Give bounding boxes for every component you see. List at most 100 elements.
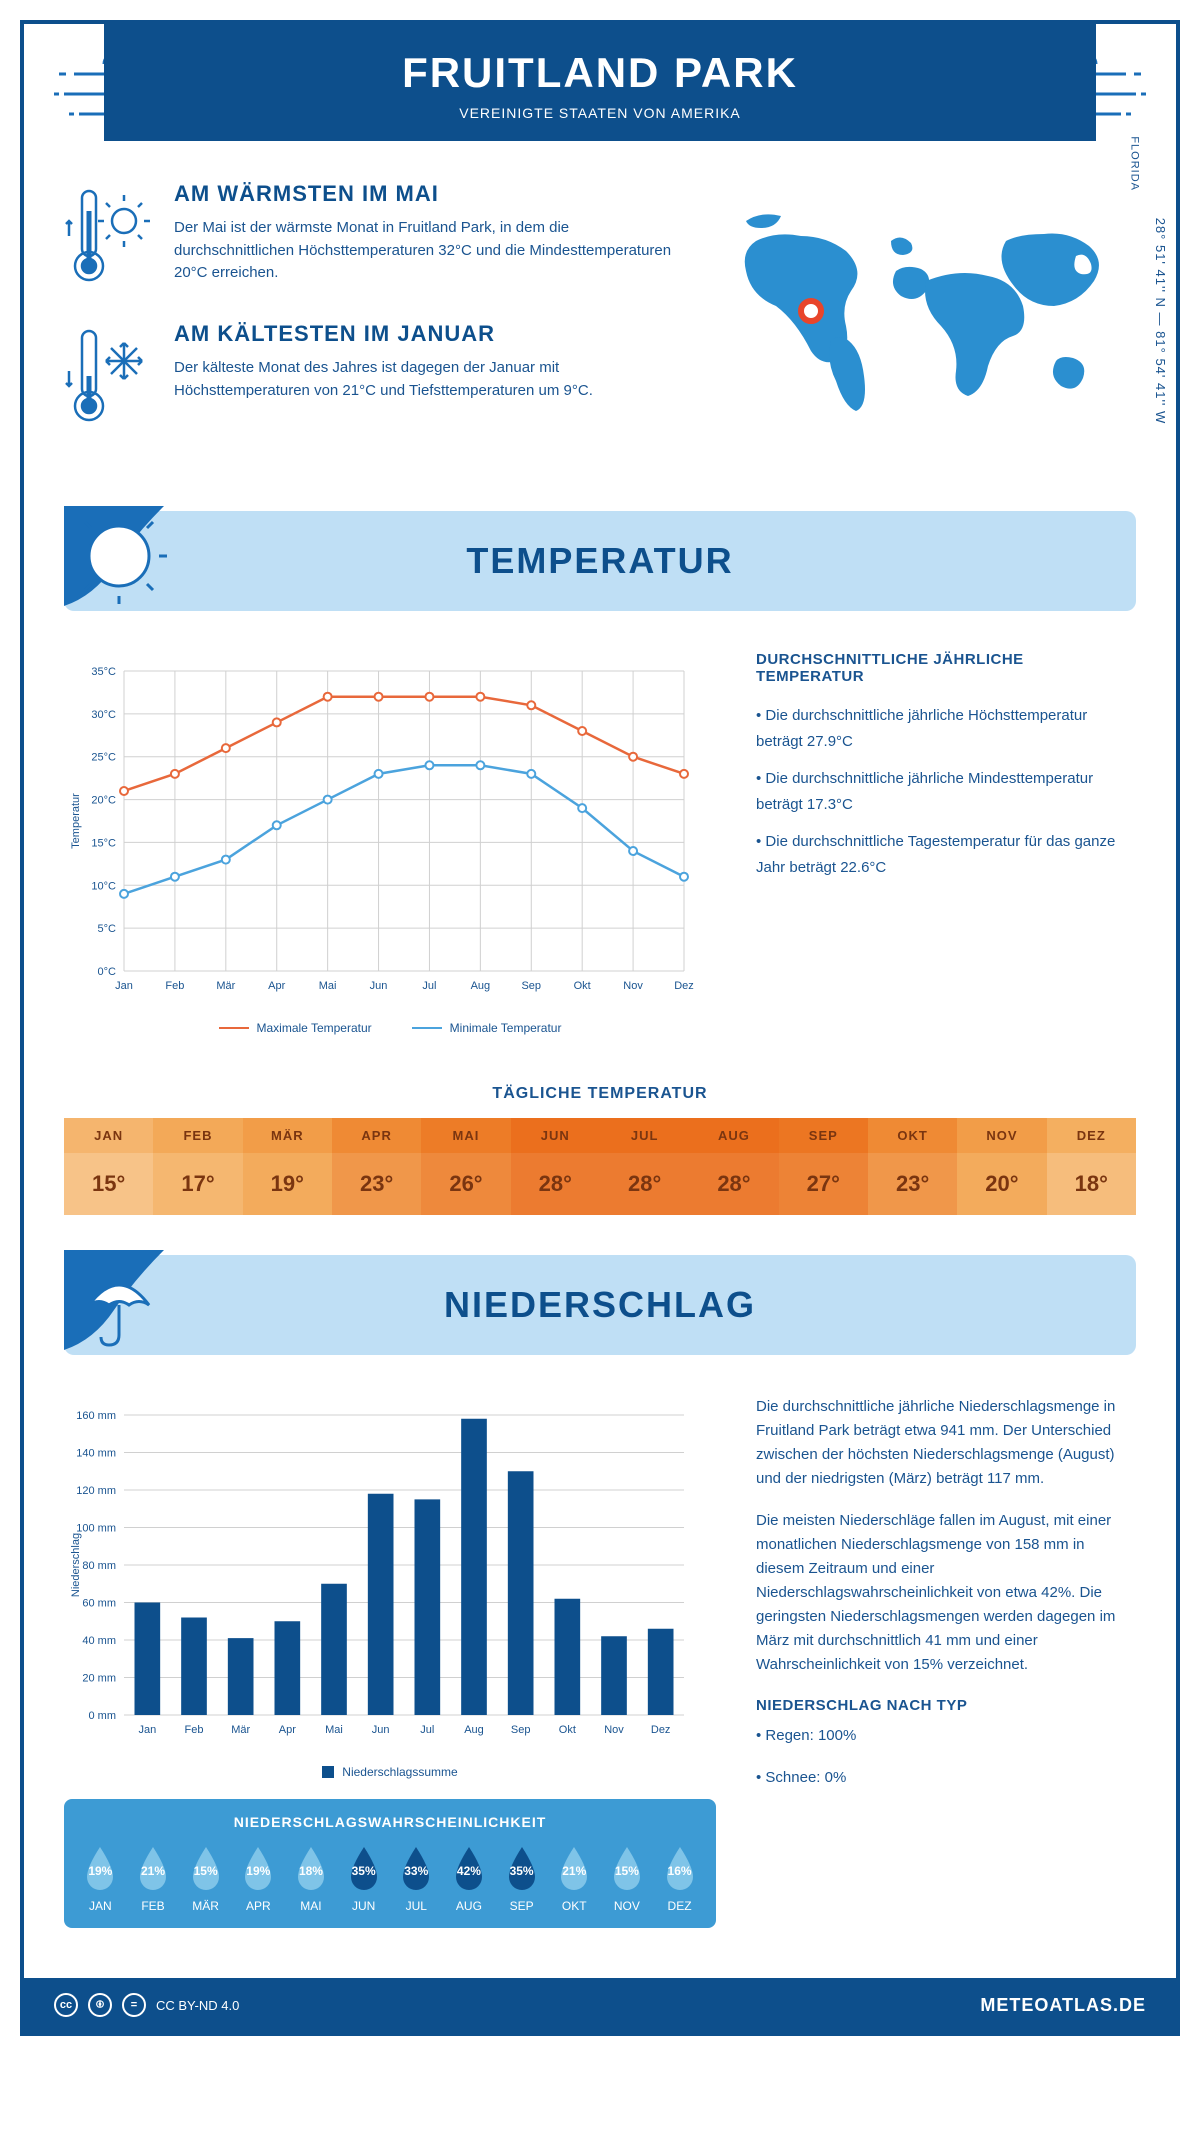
svg-text:30°C: 30°C — [91, 709, 116, 721]
svg-text:60 mm: 60 mm — [82, 1598, 116, 1610]
temp-cell: FEB 17° — [153, 1118, 242, 1215]
temp-cell: SEP 27° — [779, 1118, 868, 1215]
prob-drop: 18%MAI — [292, 1845, 330, 1913]
temp-cell: DEZ 18° — [1047, 1118, 1136, 1215]
coldest-block: AM KÄLTESTEN IM JANUAR Der kälteste Mona… — [64, 321, 686, 431]
prob-drop: 33%JUL — [397, 1845, 435, 1913]
temp-cell: AUG 28° — [689, 1118, 778, 1215]
precipitation-banner: NIEDERSCHLAG — [64, 1255, 1136, 1355]
warmest-block: AM WÄRMSTEN IM MAI Der Mai ist der wärms… — [64, 181, 686, 291]
prob-drop: 15%NOV — [608, 1845, 646, 1913]
svg-text:40 mm: 40 mm — [82, 1635, 116, 1647]
svg-text:Aug: Aug — [471, 980, 491, 992]
coldest-text: Der kälteste Monat des Jahres ist dagege… — [174, 357, 686, 402]
svg-text:5°C: 5°C — [98, 923, 117, 935]
site-name: METEOATLAS.DE — [980, 1995, 1146, 2016]
svg-text:20 mm: 20 mm — [82, 1673, 116, 1685]
prob-drop: 42%AUG — [450, 1845, 488, 1913]
thermometer-hot-icon — [64, 181, 154, 291]
cc-icon: cc — [54, 1993, 78, 2017]
svg-text:Temperatur: Temperatur — [70, 793, 82, 849]
svg-text:Jul: Jul — [422, 980, 436, 992]
svg-text:15°C: 15°C — [91, 837, 116, 849]
svg-text:25°C: 25°C — [91, 752, 116, 764]
svg-text:Mai: Mai — [319, 980, 337, 992]
section-title-temp: TEMPERATUR — [466, 540, 733, 582]
daily-temp-table: JAN 15° FEB 17° MÄR 19° APR 23° MAI 26° … — [64, 1118, 1136, 1215]
temperature-line-chart: 0°C5°C10°C15°C20°C25°C30°C35°CJanFebMärA… — [64, 651, 716, 1035]
world-map: FLORIDA 28° 51' 41'' N — 81° 54' 41'' W — [716, 181, 1136, 461]
svg-text:Sep: Sep — [511, 1724, 531, 1736]
svg-text:Okt: Okt — [559, 1724, 576, 1736]
temp-cell: JUN 28° — [511, 1118, 600, 1215]
prob-drop: 16%DEZ — [661, 1845, 699, 1913]
prob-drop: 21%OKT — [555, 1845, 593, 1913]
prob-drop: 19%JAN — [81, 1845, 119, 1913]
svg-text:Niederschlag: Niederschlag — [70, 1533, 82, 1597]
temp-cell: MÄR 19° — [243, 1118, 332, 1215]
thermometer-cold-icon — [64, 321, 154, 431]
temp-cell: MAI 26° — [421, 1118, 510, 1215]
svg-text:Feb: Feb — [185, 1724, 204, 1736]
prob-drop: 15%MÄR — [187, 1845, 225, 1913]
probability-title: NIEDERSCHLAGSWAHRSCHEINLICHKEIT — [74, 1814, 706, 1830]
svg-text:Mär: Mär — [216, 980, 235, 992]
section-title-precip: NIEDERSCHLAG — [444, 1284, 756, 1326]
svg-text:Aug: Aug — [464, 1724, 484, 1736]
svg-text:80 mm: 80 mm — [82, 1560, 116, 1572]
svg-text:Jun: Jun — [370, 980, 388, 992]
region-label: FLORIDA — [1129, 136, 1141, 191]
svg-text:Mär: Mär — [231, 1724, 250, 1736]
svg-text:Nov: Nov — [623, 980, 643, 992]
svg-text:Apr: Apr — [279, 1724, 296, 1736]
prob-drop: 19%APR — [239, 1845, 277, 1913]
overview-section: AM WÄRMSTEN IM MAI Der Mai ist der wärms… — [24, 141, 1176, 491]
svg-text:160 mm: 160 mm — [76, 1410, 116, 1422]
svg-text:Dez: Dez — [651, 1724, 671, 1736]
infographic-frame: FRUITLAND PARK VEREINIGTE STAATEN VON AM… — [20, 20, 1180, 2036]
svg-text:Mai: Mai — [325, 1724, 343, 1736]
svg-text:Jan: Jan — [115, 980, 133, 992]
temp-cell: OKT 23° — [868, 1118, 957, 1215]
location-title: FRUITLAND PARK — [104, 49, 1096, 97]
precipitation-bar-chart: 0 mm 20 mm 40 mm 60 mm 80 mm 100 mm 120 mm 140 … — [64, 1395, 716, 1779]
svg-text:140 mm: 140 mm — [76, 1448, 116, 1460]
header-banner: FRUITLAND PARK VEREINIGTE STAATEN VON AM… — [104, 24, 1096, 141]
svg-text:Jan: Jan — [138, 1724, 156, 1736]
precipitation-summary: Die durchschnittliche jährliche Niedersc… — [756, 1395, 1136, 1928]
license-text: CC BY-ND 4.0 — [156, 1998, 239, 2013]
prob-drop: 21%FEB — [134, 1845, 172, 1913]
svg-text:Feb: Feb — [165, 980, 184, 992]
temperature-banner: TEMPERATUR — [64, 511, 1136, 611]
svg-text:35°C: 35°C — [91, 666, 116, 678]
country-subtitle: VEREINIGTE STAATEN VON AMERIKA — [104, 105, 1096, 121]
precip-type-heading: NIEDERSCHLAG NACH TYP — [756, 1697, 1136, 1714]
svg-text:Jul: Jul — [420, 1724, 434, 1736]
svg-text:Okt: Okt — [574, 980, 591, 992]
svg-text:0 mm: 0 mm — [89, 1710, 117, 1722]
daily-temp-title: TÄGLICHE TEMPERATUR — [24, 1085, 1176, 1103]
nd-icon: = — [122, 1993, 146, 2017]
sun-icon — [64, 506, 194, 621]
umbrella-icon — [64, 1250, 194, 1365]
svg-text:120 mm: 120 mm — [76, 1485, 116, 1497]
temperature-summary: DURCHSCHNITTLICHE JÄHRLICHE TEMPERATUR •… — [756, 651, 1136, 1035]
temp-cell: JAN 15° — [64, 1118, 153, 1215]
svg-text:Nov: Nov — [604, 1724, 624, 1736]
svg-text:20°C: 20°C — [91, 795, 116, 807]
by-icon: 🅯 — [88, 1993, 112, 2017]
prob-drop: 35%JUN — [345, 1845, 383, 1913]
coordinates: 28° 51' 41'' N — 81° 54' 41'' W — [1154, 218, 1169, 425]
svg-text:Dez: Dez — [674, 980, 694, 992]
footer: cc 🅯 = CC BY-ND 4.0 METEOATLAS.DE — [24, 1978, 1176, 2032]
warmest-title: AM WÄRMSTEN IM MAI — [174, 181, 686, 207]
svg-text:Jun: Jun — [372, 1724, 390, 1736]
temp-cell: APR 23° — [332, 1118, 421, 1215]
prob-drop: 35%SEP — [503, 1845, 541, 1913]
temp-cell: JUL 28° — [600, 1118, 689, 1215]
probability-box: NIEDERSCHLAGSWAHRSCHEINLICHKEIT 19%JAN 2… — [64, 1799, 716, 1928]
svg-text:10°C: 10°C — [91, 880, 116, 892]
temp-summary-heading: DURCHSCHNITTLICHE JÄHRLICHE TEMPERATUR — [756, 651, 1136, 685]
legend-precip: Niederschlagssumme — [322, 1765, 457, 1779]
svg-text:100 mm: 100 mm — [76, 1523, 116, 1535]
